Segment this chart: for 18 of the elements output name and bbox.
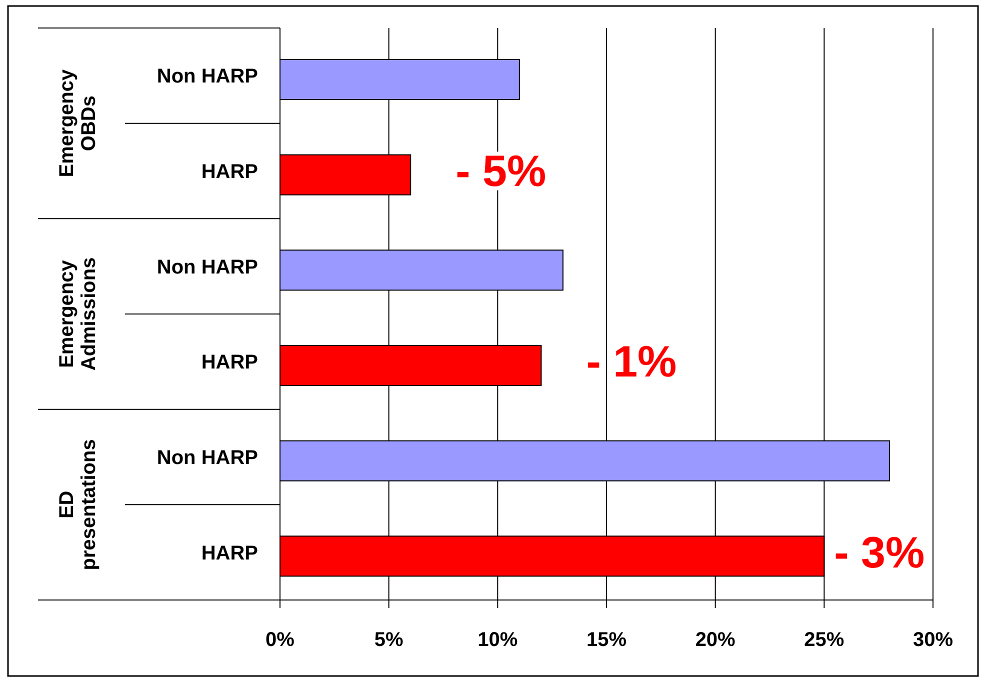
annotation: - 1% [586, 338, 677, 387]
y-tick-label: HARP [201, 352, 258, 374]
y-tick-label: Non HARP [156, 256, 258, 278]
x-tick-label: 10% [478, 629, 518, 651]
x-tick-label: 0% [266, 629, 295, 651]
text: ED presentations [56, 439, 100, 570]
text: Emergency OBDs [56, 68, 100, 178]
y-tick-label: Non HARP [156, 447, 258, 469]
text: Emergency Admissions [56, 257, 100, 371]
x-tick-label: 20% [695, 629, 736, 651]
y-tick-label: HARP [201, 542, 258, 564]
x-tick-label: 30% [912, 629, 954, 651]
y-tick-label: HARP [201, 161, 258, 183]
x-tick-label: 5% [374, 629, 404, 651]
annotation: - 3% [834, 528, 925, 578]
x-tick-label: 15% [586, 629, 627, 651]
x-tick-label: 25% [804, 629, 844, 651]
y-tick-label: Non HARP [156, 66, 258, 88]
